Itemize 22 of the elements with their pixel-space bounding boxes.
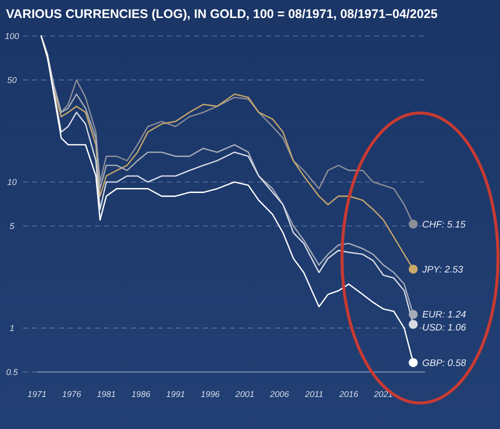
x-tick-label: 1986 [131, 389, 151, 399]
data-label: CHF: 5.15 [422, 219, 466, 230]
data-label: USD: 1.06 [422, 322, 467, 334]
y-tick-label: 50 [7, 74, 17, 85]
y-tick-label: 5 [10, 220, 15, 231]
chart-title: VARIOUS CURRENCIES (LOG), IN GOLD, 100 = 08/1971, 08/1971–04/2025 [6, 7, 438, 21]
y-tick-label: 10 [7, 176, 17, 187]
y-tick-label: 0.5 [6, 366, 18, 377]
x-tick-label: 2016 [338, 389, 359, 399]
x-tick-label: 1996 [200, 389, 220, 399]
x-tick-label: 2001 [234, 389, 255, 399]
y-tick-label: 100 [4, 30, 20, 41]
x-tick-label: 1976 [62, 389, 82, 399]
x-tick-label: 2011 [304, 389, 324, 399]
x-tick-label: 2006 [269, 389, 290, 399]
data-label: GBP: 0.58 [422, 358, 467, 369]
data-label: EUR: 1.24 [422, 310, 466, 321]
data-label: JPY: 2.53 [421, 264, 464, 276]
x-tick-label: 1971 [28, 389, 47, 399]
y-tick-label: 1 [10, 323, 15, 334]
x-tick-label: 1991 [166, 389, 186, 399]
x-tick-label: 1981 [96, 389, 116, 399]
